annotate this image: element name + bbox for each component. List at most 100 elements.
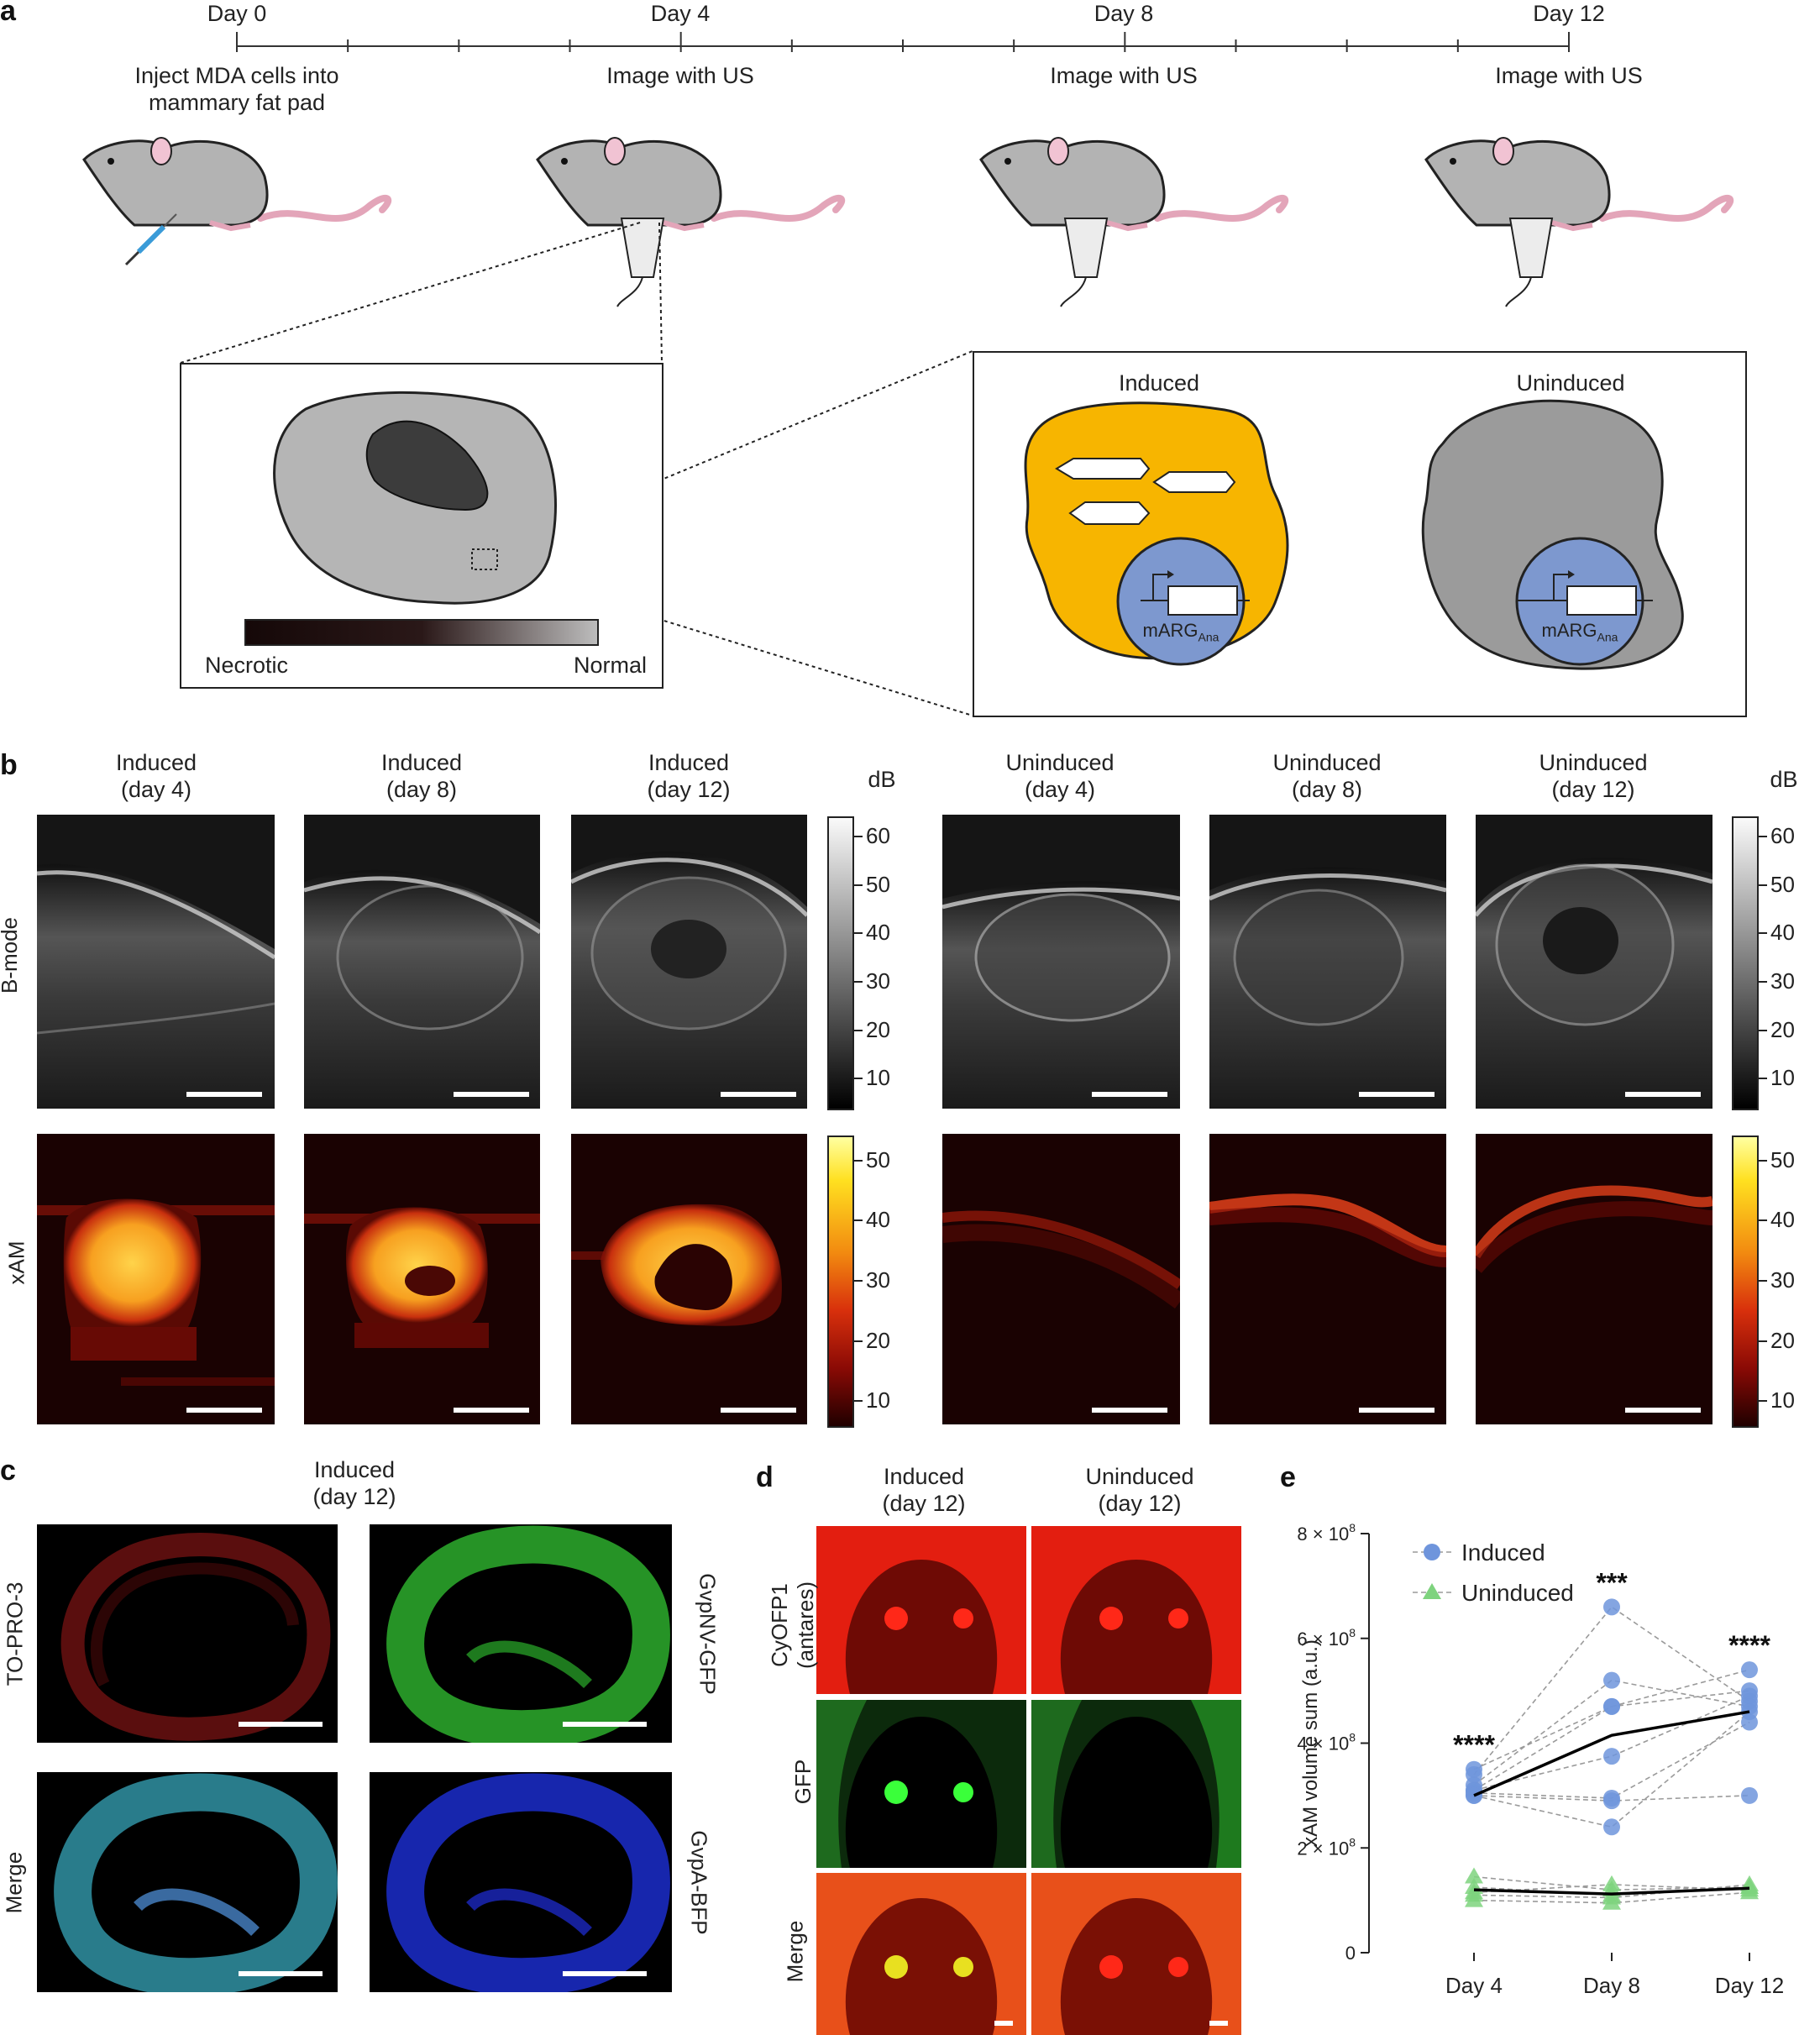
mouse-3: [1424, 137, 1734, 307]
scale-bar: [1092, 1408, 1167, 1413]
colorbar-tick: [854, 836, 863, 838]
scale-bar: [1625, 1092, 1701, 1097]
data-point: [1740, 1883, 1759, 1900]
data-point: [1603, 1748, 1620, 1765]
data-point: [1603, 1818, 1620, 1836]
xam-image-induced-day4: [37, 1134, 275, 1424]
y-tick-label: 6 × 108: [1297, 1626, 1356, 1650]
data-point: [1603, 1598, 1620, 1616]
data-point: [1741, 1661, 1758, 1679]
b-row-label-xam: xAM: [3, 1240, 29, 1285]
individual-line: [1473, 1711, 1750, 1828]
chart-xam-volume: 0 2 × 108 4 × 108 6 × 108 8 × 108 Day 4 Day 8 D…: [1297, 1521, 1784, 1998]
xam-image-uninduced-day4: [942, 1134, 1180, 1424]
cells-schematic: [973, 351, 1747, 717]
colorbar-tick-label: 60: [866, 823, 890, 849]
b-col-title-4: Uninduced (day 4): [1005, 750, 1115, 803]
c-label-to-pro-3: TO-PRO-3: [2, 1581, 28, 1686]
c-image-merge: [37, 1772, 338, 1992]
legend-marker: [1423, 1583, 1441, 1599]
b-row-label-bmode: B-mode: [0, 916, 23, 994]
b-unit-right: dB: [1770, 767, 1798, 792]
colorbar-tick-label: 50: [866, 871, 890, 897]
significance-label: ***: [1596, 1567, 1628, 1597]
scale-bar: [1359, 1408, 1434, 1413]
legend-label: Induced: [1461, 1539, 1545, 1566]
scale-bar: [186, 1092, 262, 1097]
data-point: [1603, 1792, 1620, 1810]
scale-bar: [1625, 1408, 1701, 1413]
timeline-day-8: Day 8: [1094, 1, 1154, 26]
mouse-2: [979, 137, 1289, 307]
event-image-day4: Image with US: [606, 63, 754, 88]
b-col-title-2: Induced (day 8): [380, 750, 463, 803]
timeline-day-12: Day 12: [1533, 1, 1605, 26]
colorbar-tick: [1759, 884, 1767, 886]
scale-bar: [1359, 1092, 1434, 1097]
data-point: [1603, 1697, 1620, 1715]
colorbar-tick-label: 20: [866, 1016, 890, 1042]
bmode-image-induced-day4: [37, 815, 275, 1109]
colorbar-tick: [1759, 1219, 1767, 1222]
colorbar-tick-label: 40: [866, 920, 890, 946]
y-axis-label: xAM volume sum (a.u.): [1299, 1639, 1322, 1847]
scale-bar: [454, 1092, 529, 1097]
mouse-1: [536, 137, 846, 307]
d-col-title-2: Uninduced (day 12): [1085, 1464, 1194, 1517]
scale-bar: [994, 2021, 1013, 2026]
colorbar-tick: [1759, 981, 1767, 983]
bmode-image-uninduced-day4: [942, 815, 1180, 1109]
data-point: [1603, 1671, 1620, 1689]
colorbar-tick-label: 60: [1770, 823, 1795, 849]
gene-label-induced: mARGAna: [1142, 620, 1219, 644]
data-point: [1741, 1703, 1758, 1721]
data-point: [1602, 1875, 1621, 1891]
xam-image-induced-day12: [571, 1134, 807, 1424]
tumor-schematic: [180, 363, 663, 689]
d-image-cyofp1-induced: [816, 1526, 1026, 1694]
x-tick-label: Day 4: [1445, 1973, 1503, 1998]
colorbar-tick: [854, 932, 863, 935]
colorbar-tick: [1759, 1400, 1767, 1403]
c-label-gvpa-bfp: GvpA-BFP: [686, 1830, 712, 1935]
b-col-title-5: Uninduced (day 8): [1272, 750, 1382, 803]
x-tick-label: Day 8: [1583, 1973, 1640, 1998]
bmode-image-uninduced-day8: [1209, 815, 1446, 1109]
colorbar-tick: [854, 1029, 863, 1031]
timeline-axis: [236, 32, 1570, 52]
event-image-day12: Image with US: [1495, 63, 1643, 88]
xam-image-induced-day8: [304, 1134, 540, 1424]
mean-line: [1473, 1710, 1750, 1797]
individual-line: [1473, 1606, 1750, 1775]
y-tick-label: 4 × 108: [1297, 1731, 1356, 1754]
bmode-image-uninduced-day12: [1476, 815, 1712, 1109]
colorbar-tick: [1759, 1340, 1767, 1342]
d-col-title-1: Induced (day 12): [882, 1464, 966, 1517]
data-point: [1465, 1867, 1483, 1884]
panel-letter-a: a: [0, 0, 16, 27]
x-tick-label: Day 12: [1715, 1973, 1784, 1998]
colorbar-tick: [854, 1340, 863, 1342]
y-tick-label: 8 × 108: [1297, 1521, 1356, 1545]
scale-bar: [563, 1722, 647, 1727]
colorbar-tick: [854, 1280, 863, 1282]
legend-label: Uninduced: [1461, 1580, 1574, 1606]
d-label-gfp: GFP: [790, 1759, 816, 1805]
d-image-merge-induced: [816, 1873, 1026, 2035]
c-label-gvpnv-gfp: GvpNV-GFP: [695, 1573, 721, 1695]
colorbar-tick: [1759, 1280, 1767, 1282]
c-image-gvpnv-gfp: [370, 1524, 672, 1743]
colorbar-tick-label: 30: [866, 968, 890, 994]
colorbar-tick-label: 30: [1770, 1267, 1795, 1293]
normal-label: Normal: [573, 653, 647, 678]
d-label-merge: Merge: [782, 1920, 808, 1983]
d-image-gfp-induced: [816, 1700, 1026, 1868]
data-point: [1741, 1786, 1758, 1804]
colorbar-tick: [1759, 1078, 1767, 1080]
mouse-0: [82, 137, 392, 266]
colorbar-tick: [1759, 932, 1767, 935]
series-1: [1465, 1867, 1759, 1910]
colorbar-tick: [854, 1400, 863, 1403]
mouse-illustrations: [82, 137, 1734, 307]
colorbar-tick-label: 10: [866, 1065, 890, 1091]
